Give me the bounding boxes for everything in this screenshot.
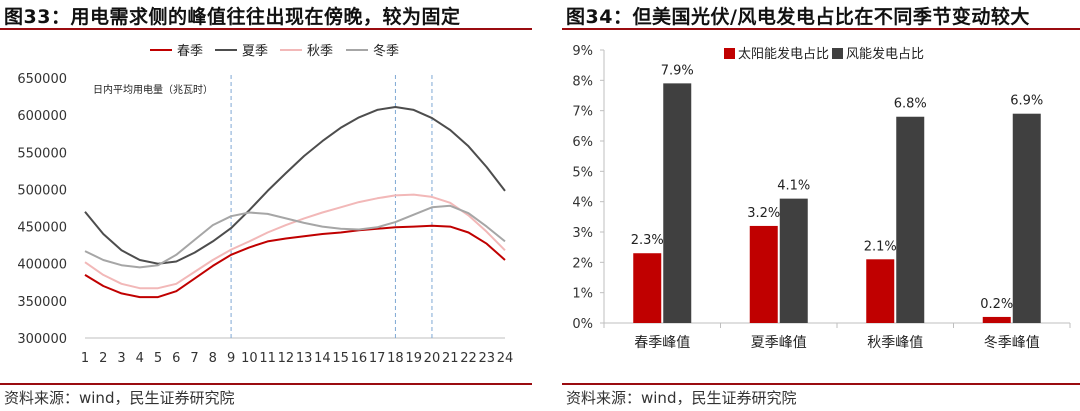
x-tick-label: 2 — [99, 351, 107, 366]
legend-swatch — [832, 48, 843, 59]
figure-33-title: 图33：用电需求侧的峰值往往出现在傍晚，较为固定 — [4, 6, 461, 28]
x-tick-label: 14 — [314, 351, 331, 366]
y-tick-label: 500000 — [17, 183, 67, 198]
y-tick-label: 400000 — [17, 258, 67, 273]
legend-label: 秋季 — [307, 44, 333, 59]
x-tick-label: 1 — [81, 351, 89, 366]
y-tick-label: 0% — [572, 317, 593, 332]
y-tick-label: 3% — [572, 226, 593, 241]
y-tick-label: 4% — [572, 196, 593, 211]
series-line-春季 — [84, 224, 506, 299]
y-tick-label: 550000 — [17, 146, 67, 161]
figure-34-source: 资料来源：wind，民生证券研究院 — [566, 389, 797, 407]
data-label: 2.3% — [631, 233, 664, 248]
y-tick-label: 600000 — [17, 109, 67, 124]
y-tick-label: 650000 — [17, 72, 67, 87]
bar-太阳能发电占比 — [749, 225, 778, 323]
x-tick-label: 9 — [227, 351, 235, 366]
bar-风能发电占比 — [779, 198, 808, 323]
figure-34: 图34：但美国光伏/风电发电占比在不同季节变动较大 0% 1% 2% 3% 4% 5% 6%… — [562, 0, 1080, 411]
x-tick-label: 16 — [351, 351, 368, 366]
x-tick-label: 17 — [369, 351, 386, 366]
title-rule — [562, 28, 1080, 30]
y-tick-label: 9% — [572, 44, 593, 59]
bar-风能发电占比 — [896, 116, 925, 323]
legend-swatch — [724, 48, 735, 59]
bar-风能发电占比 — [663, 83, 692, 323]
data-label: 3.2% — [747, 206, 780, 221]
y-tick-label: 5% — [572, 165, 593, 180]
x-tick-label: 21 — [442, 351, 459, 366]
x-tick-label: 3 — [117, 351, 125, 366]
bar-chart: 0% 1% 2% 3% 4% 5% 6% 7% 8% 9% 春季峰值 夏季峰值 秋季峰值 冬季峰值 2.3%… — [572, 44, 1071, 351]
x-tick-label: 4 — [136, 351, 144, 366]
y-tick-label: 450000 — [17, 221, 67, 236]
legend-label: 太阳能发电占比 — [738, 46, 829, 62]
bar-风能发电占比 — [1012, 113, 1041, 323]
x-tick-label: 15 — [332, 351, 349, 366]
x-tick-label: 24 — [497, 351, 514, 366]
x-tick-label: 23 — [478, 351, 495, 366]
x-tick-label: 22 — [460, 351, 477, 366]
series-line-冬季 — [84, 204, 506, 269]
y-tick-label: 6% — [572, 135, 593, 150]
title-rule — [0, 28, 532, 30]
data-label: 2.1% — [864, 239, 897, 254]
line-chart: 300000 350000 400000 450000 500000 550000 6000… — [17, 43, 514, 366]
source-rule — [0, 383, 532, 385]
source-rule — [562, 383, 1080, 385]
legend-label: 冬季 — [373, 43, 399, 59]
legend-label: 风能发电占比 — [846, 46, 924, 62]
y-tick-label: 1% — [572, 287, 593, 302]
y-tick-label: 8% — [572, 74, 593, 89]
bar-太阳能发电占比 — [633, 253, 662, 323]
series-line-秋季 — [84, 193, 506, 290]
x-tick-label: 18 — [387, 351, 404, 366]
category-label: 冬季峰值 — [984, 335, 1040, 351]
legend-label: 夏季 — [242, 44, 268, 59]
x-tick-label: 20 — [424, 351, 441, 366]
figure-34-title: 图34：但美国光伏/风电发电占比在不同季节变动较大 — [566, 6, 1030, 28]
x-tick-label: 19 — [405, 351, 422, 366]
x-tick-label: 6 — [172, 351, 180, 366]
data-label: 0.2% — [980, 297, 1013, 312]
y-tick-label: 7% — [572, 105, 593, 120]
figure-33: 图33：用电需求侧的峰值往往出现在傍晚，较为固定 300000 350000 400… — [0, 0, 532, 411]
y-tick-label: 300000 — [17, 332, 67, 347]
y-tick-label: 350000 — [17, 295, 67, 310]
x-tick-label: 13 — [296, 351, 313, 366]
bar-太阳能发电占比 — [866, 259, 895, 323]
series-line-夏季 — [84, 106, 506, 265]
data-label: 4.1% — [777, 179, 810, 194]
data-label: 6.9% — [1010, 94, 1043, 109]
x-tick-label: 8 — [209, 351, 217, 366]
x-tick-label: 5 — [154, 351, 162, 366]
category-label: 夏季峰值 — [751, 335, 807, 351]
data-label: 6.8% — [894, 97, 927, 112]
legend-label: 春季 — [177, 44, 203, 59]
x-tick-label: 12 — [278, 351, 295, 366]
x-tick-label: 11 — [259, 351, 276, 366]
x-tick-label: 10 — [241, 351, 258, 366]
y-axis-label: 日内平均用电量（兆瓦时） — [93, 83, 213, 96]
category-label: 秋季峰值 — [867, 335, 923, 351]
figure-33-source: 资料来源：wind，民生证券研究院 — [4, 389, 235, 407]
y-tick-label: 2% — [572, 256, 593, 271]
data-label: 7.9% — [661, 63, 694, 78]
x-tick-label: 7 — [190, 351, 198, 366]
bar-太阳能发电占比 — [982, 316, 1011, 323]
category-label: 春季峰值 — [634, 335, 690, 351]
